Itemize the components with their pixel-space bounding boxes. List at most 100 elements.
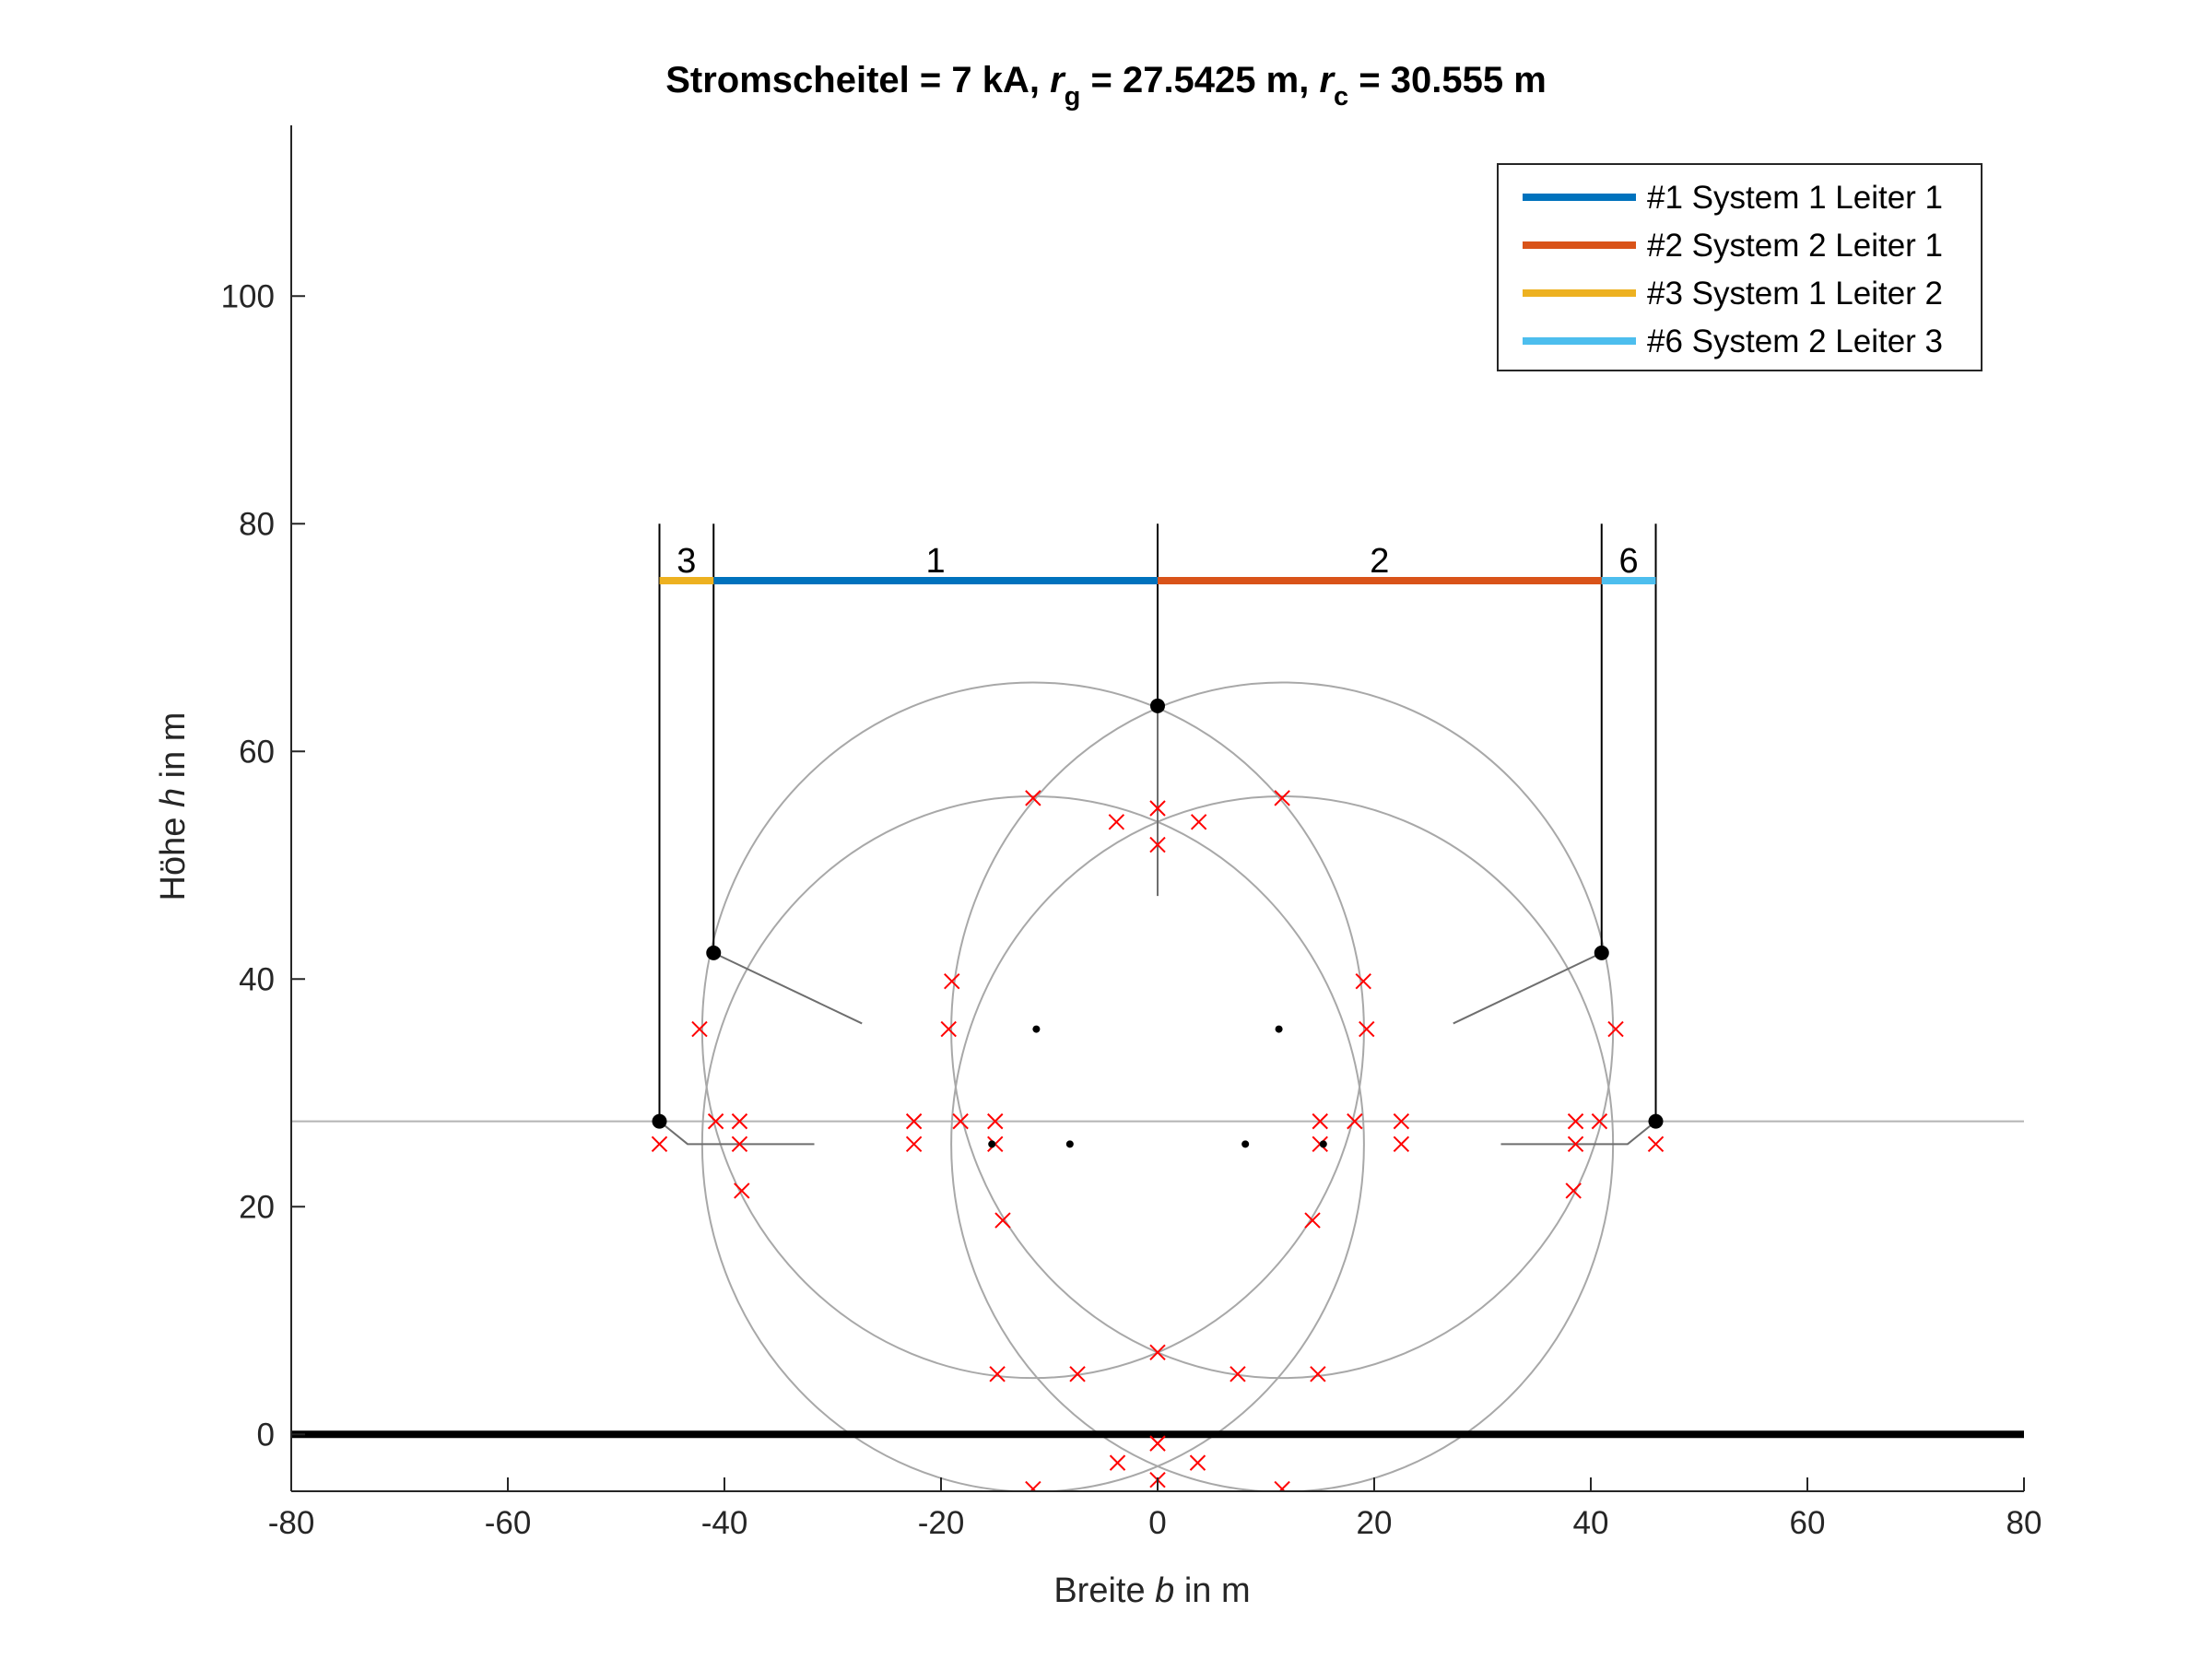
- intersection-marker-28: [1347, 1112, 1363, 1130]
- x-tick-label-1: -80: [268, 1505, 315, 1541]
- y-axis-label: Höhe h in m: [154, 712, 193, 901]
- intersection-marker-37: [1069, 1366, 1086, 1382]
- small-dot-1: [1032, 1025, 1041, 1033]
- intersection-marker-27: [952, 1112, 969, 1130]
- x-axis-label-post: in m: [1174, 1571, 1250, 1610]
- y-tick-label-5: 80: [239, 506, 275, 542]
- tower-arm-3: [658, 1120, 815, 1146]
- chart-title: Stromscheitel = 7 kA, rg = 27.5425 m, rc…: [665, 60, 1547, 112]
- title-rc-symbol: r: [1319, 60, 1335, 100]
- small-dot-4: [1319, 1140, 1327, 1148]
- intersection-marker-3: [1108, 814, 1125, 830]
- intersection-marker-40: [1149, 1435, 1166, 1452]
- intersection-marker-29: [987, 1112, 1004, 1130]
- intersection-marker-16: [1591, 1112, 1608, 1130]
- legend-entry-2: #2 System 2 Leiter 1: [1647, 228, 1943, 264]
- title-rc-subscript: c: [1334, 82, 1348, 112]
- legend-entry-3: #3 System 1 Leiter 2: [1647, 276, 1943, 312]
- small-dot-6: [1241, 1140, 1250, 1148]
- x-axis-label-var: b: [1155, 1571, 1174, 1610]
- intersection-marker-36: [1310, 1366, 1326, 1382]
- intersection-marker-13: [651, 1135, 668, 1153]
- x-tick-label-5: 0: [1148, 1505, 1166, 1541]
- intersection-marker-2: [1274, 790, 1290, 806]
- intersection-marker-12: [1607, 1020, 1624, 1038]
- conductor-node-5: [1648, 1113, 1664, 1129]
- arc-circle-4: [950, 681, 1615, 1380]
- small-dot-2: [1275, 1025, 1283, 1033]
- x-tick-label-6: 20: [1357, 1505, 1393, 1541]
- segment-labels: 1 2 3 6: [677, 542, 1638, 581]
- intersection-marker-6: [1149, 836, 1166, 853]
- tower-structure: [658, 524, 1657, 1146]
- legend-entry-1: #1 System 1 Leiter 1: [1647, 180, 1943, 216]
- intersection-marker-4: [1149, 800, 1166, 817]
- axes: -80 -60 -40 -20 0 20 40 60 80 0 20 40 60 80 100: [221, 125, 2042, 1541]
- intersection-marker-22: [1565, 1182, 1582, 1199]
- intersection-marker-14: [1647, 1135, 1665, 1153]
- title-rg-value: = 27.5425 m,: [1080, 60, 1319, 100]
- intersection-marker-5: [1190, 814, 1207, 830]
- intersection-marker-11: [691, 1020, 708, 1038]
- conductor-node-3: [1594, 945, 1609, 960]
- y-tick-label-1: 0: [257, 1417, 275, 1453]
- x-axis-label-pre: Breite: [1053, 1571, 1155, 1610]
- tower-arm-2: [1453, 951, 1603, 1025]
- intersection-marker-24: [1393, 1112, 1410, 1130]
- intersection-marker-25: [905, 1135, 923, 1153]
- intersection-marker-42: [1189, 1454, 1206, 1471]
- intersection-marker-41: [1109, 1454, 1126, 1471]
- intersection-marker-39: [1149, 1344, 1166, 1361]
- intersection-marker-26: [1393, 1135, 1410, 1153]
- intersection-marker-35: [989, 1366, 1006, 1382]
- intersection-marker-21: [734, 1182, 750, 1199]
- intersection-marker-23: [905, 1112, 923, 1130]
- arc-circle-3: [700, 681, 1365, 1380]
- y-axis-label-post: in m: [154, 712, 193, 788]
- intersection-marker-34: [1304, 1212, 1321, 1229]
- title-prefix: Stromscheitel = 7 kA,: [665, 60, 1050, 100]
- x-axis-label: Breite b in m: [1053, 1571, 1250, 1610]
- legend: #1 System 1 Leiter 1 #2 System 2 Leiter 1…: [1497, 163, 1983, 371]
- y-tick-label-2: 20: [239, 1189, 275, 1225]
- tower-arm-4: [1500, 1120, 1657, 1146]
- intersection-marker-17: [731, 1112, 748, 1130]
- conductor-nodes: [652, 698, 1664, 1148]
- x-tick-label-3: -40: [701, 1505, 748, 1541]
- intersection-marker-10: [1359, 1020, 1375, 1038]
- intersection-markers: [651, 790, 1665, 1491]
- segment-label-2: 2: [1370, 542, 1389, 581]
- intersection-marker-1: [1025, 790, 1041, 806]
- title-rg-subscript: g: [1065, 82, 1081, 112]
- title-rc-value: = 30.555 m: [1348, 60, 1547, 100]
- y-axis-label-var: h: [154, 788, 193, 807]
- intersection-marker-33: [994, 1212, 1011, 1229]
- small-dot-3: [988, 1140, 996, 1148]
- segment-label-3: 3: [677, 542, 696, 581]
- tower-arm-1: [712, 951, 863, 1025]
- segment-label-1: 1: [926, 542, 946, 581]
- y-tick-label-4: 60: [239, 734, 275, 770]
- intersection-marker-8: [1355, 973, 1371, 990]
- small-dot-5: [1065, 1140, 1074, 1148]
- x-tick-label-7: 40: [1573, 1505, 1609, 1541]
- x-tick-label-4: -20: [918, 1505, 965, 1541]
- intersection-marker-19: [731, 1135, 748, 1153]
- conductor-node-1: [1150, 698, 1165, 713]
- intersection-marker-44: [1025, 1480, 1041, 1491]
- segment-label-4: 6: [1619, 542, 1639, 581]
- intersection-marker-18: [1567, 1112, 1584, 1130]
- legend-entry-4: #6 System 2 Leiter 3: [1647, 324, 1943, 359]
- x-tick-label-9: 80: [2006, 1505, 2042, 1541]
- title-rg-symbol: r: [1050, 60, 1066, 100]
- y-tick-label-6: 100: [221, 278, 275, 314]
- y-tick-label-3: 40: [239, 961, 275, 997]
- intersection-marker-7: [944, 973, 960, 990]
- intersection-marker-30: [1312, 1112, 1328, 1130]
- intersection-marker-9: [940, 1020, 957, 1038]
- intersection-marker-38: [1230, 1366, 1246, 1382]
- intersection-marker-20: [1567, 1135, 1584, 1153]
- intersection-marker-15: [707, 1112, 724, 1130]
- intersection-marker-45: [1274, 1480, 1290, 1491]
